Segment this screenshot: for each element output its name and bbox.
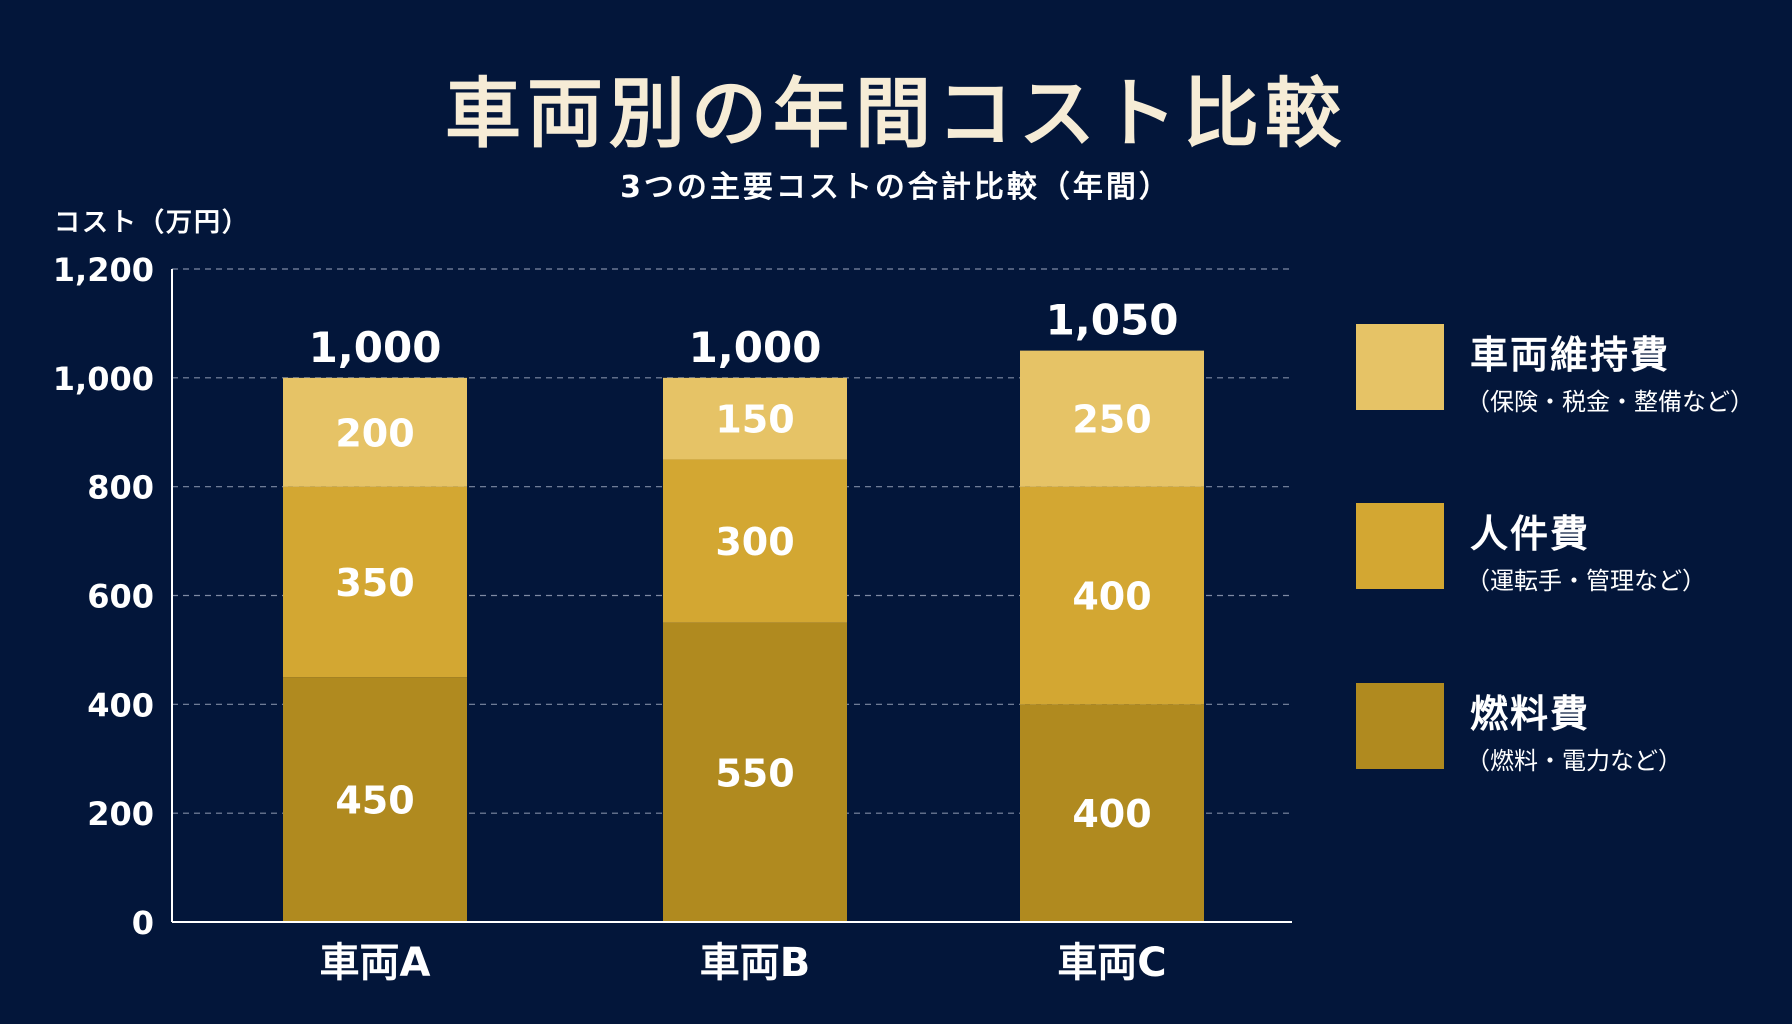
bar-c-labor: [1020, 486, 1204, 705]
data-label-c-labor: 400: [1072, 575, 1151, 619]
bar-a-labor: [283, 486, 467, 678]
total-label-b: 1,000: [689, 323, 822, 372]
y-tick-label-200: 200: [87, 795, 154, 833]
x-tick-label-c: 車両C: [1057, 940, 1166, 986]
legend-label-labor: 人件費: [1470, 512, 1591, 556]
x-tick-label-b: 車両B: [700, 940, 811, 986]
data-label-a-maintenance: 200: [335, 411, 414, 455]
bar-c-maintenance: [1020, 350, 1204, 487]
legend-label-fuel: 燃料費: [1470, 692, 1591, 736]
data-label-c-maintenance: 250: [1072, 398, 1151, 442]
chart-title: 車両別の年間コスト比較: [445, 69, 1347, 158]
legend-note-labor: （運転手・管理など）: [1466, 567, 1706, 595]
bar-b-labor: [663, 459, 847, 623]
chart-subtitle: 3つの主要コストの合計比較（年間）: [620, 170, 1172, 205]
y-tick-label-1200: 1,200: [53, 251, 154, 289]
y-tick-label-800: 800: [87, 469, 154, 507]
bar-c-fuel: [1020, 704, 1204, 922]
y-tick-label-400: 400: [87, 686, 154, 724]
data-label-b-maintenance: 150: [715, 398, 794, 442]
legend-note-fuel: （燃料・電力など）: [1466, 747, 1682, 775]
legend-swatch-labor: [1356, 503, 1444, 589]
data-label-a-fuel: 450: [335, 779, 414, 823]
legend-swatch-fuel: [1356, 683, 1444, 769]
y-axis-label: コスト（万円）: [54, 208, 251, 238]
legend-note-maintenance: （保険・税金・整備など）: [1466, 388, 1754, 416]
bar-a-maintenance: [283, 377, 467, 487]
total-label-a: 1,000: [309, 323, 442, 372]
y-tick-label-600: 600: [87, 578, 154, 616]
bar-b-fuel: [663, 622, 847, 922]
legend-swatch-maintenance: [1356, 324, 1444, 410]
x-tick-label-a: 車両A: [320, 940, 431, 986]
y-tick-label-1000: 1,000: [53, 360, 154, 398]
data-label-b-labor: 300: [715, 520, 794, 564]
total-label-c: 1,050: [1046, 296, 1179, 345]
data-label-a-labor: 350: [335, 561, 414, 605]
bar-b-maintenance: [663, 377, 847, 460]
data-label-b-fuel: 550: [715, 751, 794, 795]
legend-label-maintenance: 車両維持費: [1470, 333, 1671, 377]
y-tick-label-0: 0: [132, 904, 154, 942]
data-label-c-fuel: 400: [1072, 792, 1151, 836]
bar-a-fuel: [283, 677, 467, 922]
